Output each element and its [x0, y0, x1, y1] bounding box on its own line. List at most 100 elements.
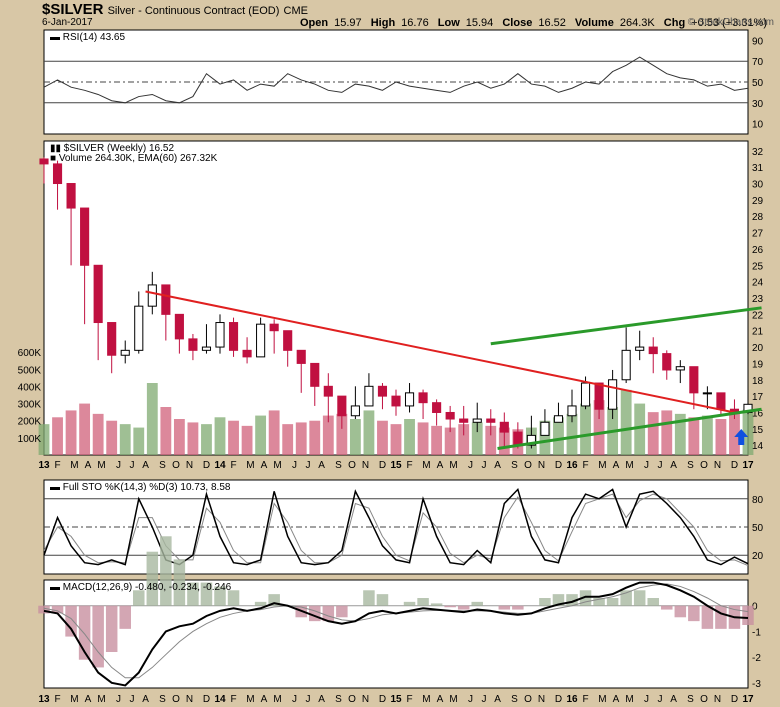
price-x-tick: M: [70, 460, 78, 471]
macd-x-tick: D: [203, 694, 210, 705]
candle-body: [201, 346, 212, 351]
price-x-tick: A: [318, 460, 325, 471]
macd-x-tick: M: [70, 694, 78, 705]
volume-bar: [566, 413, 578, 455]
price-y-tick: 23: [752, 294, 764, 305]
sto-y-tick: 80: [752, 495, 764, 506]
macd-x-tick: J: [644, 694, 649, 705]
price-x-tick: J: [116, 460, 121, 471]
macd-x-tick: M: [598, 694, 606, 705]
macd-x-tick: S: [159, 694, 166, 705]
macd-histogram-bar: [376, 594, 389, 606]
price-x-tick: A: [142, 460, 149, 471]
price-y-tick: 14: [752, 441, 764, 452]
volume-bar: [268, 410, 280, 455]
price-x-tick: D: [203, 460, 210, 471]
volume-bar: [214, 417, 226, 455]
rsi-y-tick: 50: [752, 78, 764, 89]
volume-bar: [133, 427, 145, 455]
macd-x-tick: A: [437, 694, 444, 705]
volume-bar: [417, 422, 429, 455]
macd-histogram-bar: [51, 605, 64, 614]
price-y-tick: 32: [752, 147, 764, 158]
macd-histogram-bar: [78, 605, 91, 660]
price-x-tick: N: [362, 460, 369, 471]
price-x-tick: J: [644, 460, 649, 471]
price-x-tick: A: [437, 460, 444, 471]
macd-histogram-bar: [674, 605, 687, 618]
volume-bar: [228, 420, 239, 455]
price-x-tick: D: [379, 460, 386, 471]
volume-bar: [160, 407, 172, 455]
volume-legend: ■ Volume 264.30K, EMA(60) 267.32K: [50, 153, 218, 164]
candle-body: [716, 392, 726, 410]
price-y-tick: 27: [752, 229, 764, 240]
macd-x-tick: O: [172, 694, 180, 705]
high-label: High: [370, 17, 396, 29]
macd-x-tick: J: [306, 694, 311, 705]
price-y-tick: 20: [752, 343, 764, 354]
macd-histogram-bar: [715, 605, 727, 629]
macd-histogram-bar: [65, 605, 77, 637]
price-y-tick: 26: [752, 245, 764, 256]
volume-bar: [674, 413, 686, 455]
macd-histogram-bar: [363, 590, 375, 606]
price-x-tick: J: [306, 460, 311, 471]
brand-watermark: © StockCharts.com: [687, 17, 774, 28]
macd-histogram-bar: [336, 605, 348, 618]
volume-label: Volume: [574, 17, 614, 29]
macd-histogram-bar: [579, 590, 592, 606]
resistance-trendline: [145, 290, 735, 414]
price-x-tick: A: [613, 460, 620, 471]
macd-histogram-bar: [309, 605, 321, 622]
candle-body: [608, 379, 618, 410]
macd-x-tick: 14: [214, 694, 226, 705]
volume-bar: [539, 420, 551, 455]
macd-x-tick: D: [731, 694, 738, 705]
sto-legend: ▬ Full STO %K(14,3) %D(3) 10.73, 8.58: [50, 482, 231, 493]
macd-histogram-bar: [552, 594, 565, 606]
macd-histogram-bar: [512, 605, 524, 610]
macd-x-tick: M: [449, 694, 457, 705]
symbol: $SILVER: [42, 1, 104, 18]
volume-tick: 100K: [18, 434, 42, 445]
candle-body: [702, 392, 712, 395]
candle-body: [134, 305, 144, 351]
price-x-tick: M: [449, 460, 457, 471]
price-x-tick: F: [230, 460, 236, 471]
price-y-tick: 29: [752, 196, 764, 207]
volume-bar: [742, 409, 754, 455]
macd-x-tick: N: [538, 694, 545, 705]
macd-x-tick: F: [230, 694, 236, 705]
chart-date: 6-Jan-2017: [42, 17, 93, 28]
macd-histogram-bar: [444, 605, 456, 608]
exchange: CME: [283, 5, 308, 17]
volume-bar: [92, 413, 104, 455]
macd-histogram-bar: [742, 605, 754, 625]
price-x-tick: A: [261, 460, 268, 471]
volume-bar: [458, 424, 470, 455]
volume-bar: [173, 419, 185, 455]
candle-body: [269, 323, 279, 332]
macd-histogram-bar: [227, 590, 240, 606]
price-x-tick: N: [538, 460, 545, 471]
macd-x-tick: F: [406, 694, 412, 705]
volume-tick: 400K: [18, 382, 42, 393]
quote-summary: Open 15.97 High 16.76 Low 15.94 Close 16.52 …: [300, 17, 773, 29]
price-x-tick: A: [494, 460, 501, 471]
volume-bar: [593, 400, 605, 455]
macd-histogram-bar: [322, 605, 335, 622]
macd-x-tick: J: [658, 694, 663, 705]
macd-legend: ▬ MACD(12,26,9) -0.480, -0.234, -0.246: [50, 582, 232, 593]
macd-x-tick: A: [494, 694, 501, 705]
macd-histogram-bar: [539, 598, 551, 606]
macd-histogram-bar: [187, 582, 199, 606]
macd-x-tick: A: [85, 694, 92, 705]
macd-x-tick: O: [700, 694, 708, 705]
volume-bar: [295, 422, 307, 455]
low-label: Low: [437, 17, 460, 29]
volume-tick: 200K: [18, 417, 42, 428]
macd-x-tick: N: [186, 694, 193, 705]
volume-bar: [647, 412, 659, 455]
candle-body: [391, 395, 401, 407]
